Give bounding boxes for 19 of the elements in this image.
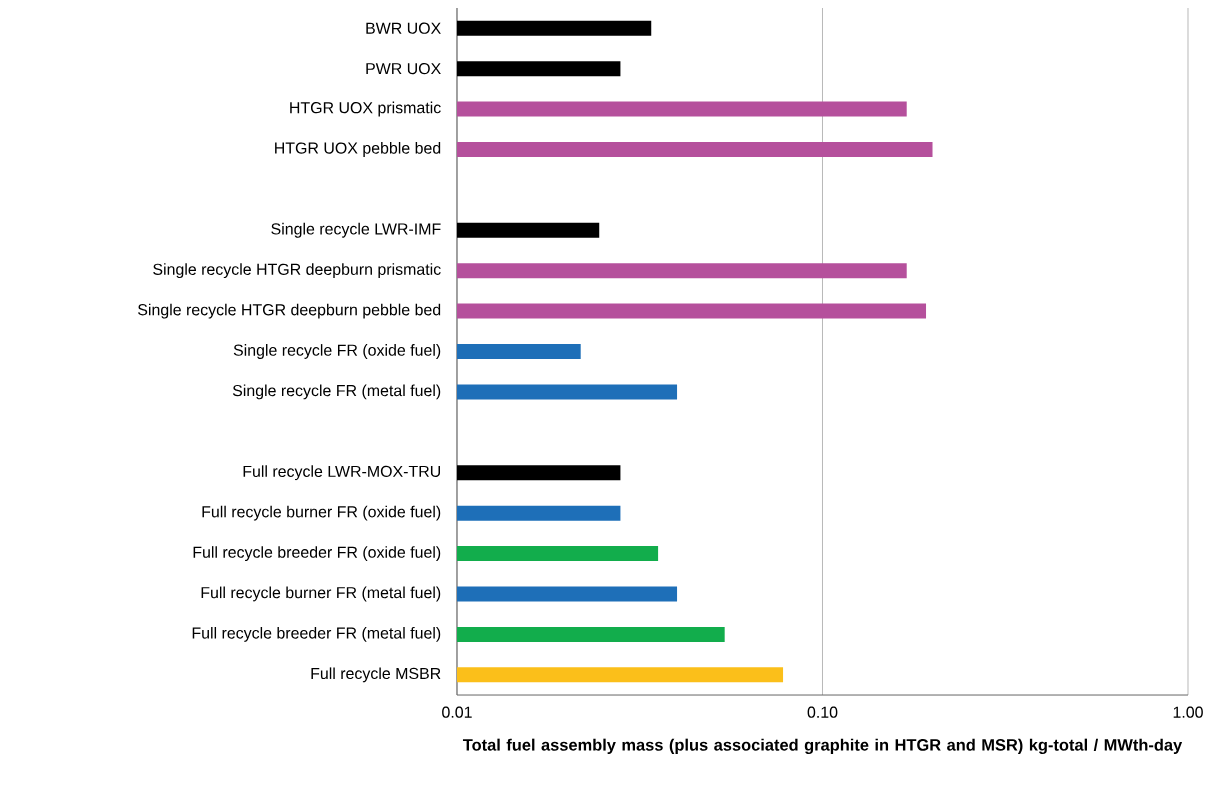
y-tick-label: Full recycle burner FR (metal fuel) [201, 586, 441, 602]
y-tick-label: PWR UOX [366, 62, 441, 75]
y-tick-label: HTGR UOX prismatic [290, 101, 441, 117]
x-tick-label: 0.10 [807, 706, 838, 718]
y-tick-label: Single recycle HTGR deepburn pebble bed [138, 303, 441, 319]
y-tick-label: HTGR UOX pebble bed [275, 142, 441, 157]
y-tick-label: Single recycle FR (metal fuel) [232, 384, 441, 400]
x-tick-label: 0.01 [442, 706, 472, 718]
y-tick-label: Full recycle LWR-MOX-TRU [243, 465, 440, 481]
y-tick-label: Single recycle LWR-IMF [271, 222, 441, 238]
x-axis-title: Total fuel assembly mass (plus associated graphite in HTGR and MSR) kg-total / MWth-day [462, 738, 1183, 755]
y-tick-label: BWR UOX [366, 22, 441, 34]
y-tick-label: Full recycle breeder FR (oxide fuel) [193, 546, 441, 562]
x-tick-label: 1.00 [1173, 706, 1203, 718]
y-tick-label: Full recycle MSBR [311, 667, 441, 683]
y-tick-label: Single recycle HTGR deepburn prismatic [153, 263, 441, 279]
y-tick-label: Full recycle burner FR (oxide fuel) [202, 505, 441, 521]
y-tick-label: Single recycle FR (oxide fuel) [233, 344, 441, 359]
y-tick-label: Full recycle breeder FR (metal fuel) [192, 626, 441, 642]
